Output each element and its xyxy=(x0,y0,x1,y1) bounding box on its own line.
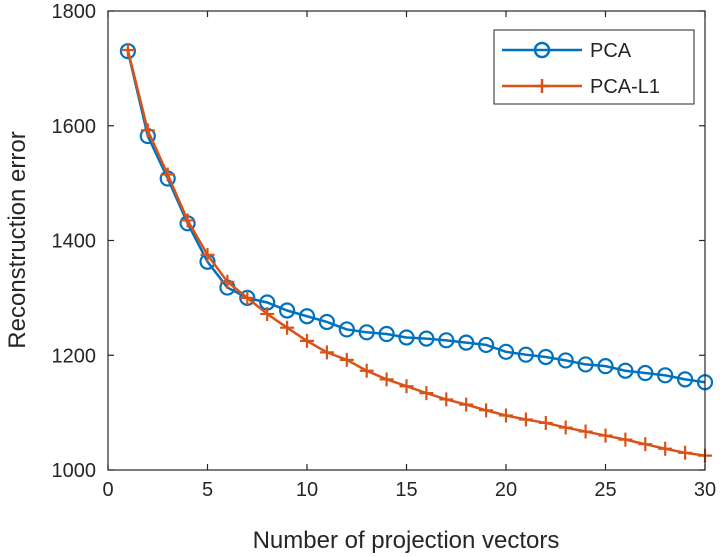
point-pca-l1 xyxy=(359,363,374,378)
point-pca xyxy=(517,346,535,363)
point-pca xyxy=(358,324,375,341)
y-tick-label: 1000 xyxy=(52,460,97,482)
point-pca xyxy=(418,330,435,347)
point-pca-l1 xyxy=(240,290,255,305)
legend-label-pca: PCA xyxy=(590,40,632,62)
point-pca-l1 xyxy=(518,412,533,427)
ticks-layer: 0 5 10 15 20 25 30 1000 1200 1400 1600 1800 xyxy=(52,1,717,501)
point-pca xyxy=(637,364,654,382)
legend-box xyxy=(493,29,695,105)
point-pca-l1 xyxy=(578,424,593,439)
point-pca xyxy=(597,358,614,375)
point-pca xyxy=(537,348,554,366)
legend-marker-pca-l1 xyxy=(535,79,549,93)
y-tick-label: 1600 xyxy=(52,116,97,138)
point-pca-l1 xyxy=(459,397,474,412)
point-pca xyxy=(338,321,355,338)
legend: PCA PCA-L1 xyxy=(493,29,695,105)
point-pca xyxy=(458,334,475,351)
x-tick-label: 10 xyxy=(296,479,318,501)
point-pca xyxy=(617,362,634,379)
point-pca-l1 xyxy=(339,352,354,367)
x-tick-label: 0 xyxy=(102,479,113,501)
point-pca-l1 xyxy=(260,306,275,321)
y-tick-label: 1200 xyxy=(52,345,97,367)
point-pca-l1 xyxy=(538,415,553,430)
point-pca-l1 xyxy=(220,274,235,289)
point-pca xyxy=(398,329,415,346)
legend-marker-pca xyxy=(533,41,551,59)
point-pca-l1 xyxy=(280,320,295,335)
point-pca-l1 xyxy=(558,420,573,435)
point-pca-l1 xyxy=(140,123,155,138)
point-pca-l1 xyxy=(399,379,414,394)
point-pca-l1 xyxy=(638,437,653,452)
series-layer xyxy=(119,43,714,463)
point-pca xyxy=(378,325,395,343)
point-pca-l1 xyxy=(300,333,314,348)
point-pca xyxy=(577,356,594,373)
point-pca-l1 xyxy=(379,372,394,387)
point-pca-l1 xyxy=(160,167,175,182)
point-pca-l1 xyxy=(678,445,693,460)
point-pca xyxy=(318,313,335,331)
point-pca xyxy=(497,343,515,360)
point-pca-l1 xyxy=(499,408,513,423)
point-pca-l1 xyxy=(200,247,215,262)
point-pca xyxy=(478,336,495,354)
y-tick-label: 1400 xyxy=(52,231,97,253)
point-pca-l1 xyxy=(479,403,494,418)
point-pca xyxy=(676,371,694,388)
point-pca-l1 xyxy=(319,345,334,360)
point-pca xyxy=(279,302,296,319)
legend-label-pca-l1: PCA-L1 xyxy=(590,76,660,98)
x-tick-label: 30 xyxy=(694,479,716,501)
point-pca-l1 xyxy=(618,432,633,447)
point-pca xyxy=(298,308,316,325)
point-pca-l1 xyxy=(120,43,135,58)
point-pca xyxy=(438,332,455,349)
point-pca xyxy=(557,352,574,369)
x-tick-label: 20 xyxy=(495,479,517,501)
point-pca-l1 xyxy=(180,213,195,228)
point-pca-l1 xyxy=(439,392,454,407)
y-axis-label: Reconstruction error xyxy=(4,131,31,348)
y-tick-label: 1800 xyxy=(52,1,97,23)
point-pca-l1 xyxy=(598,428,613,443)
point-pca xyxy=(657,367,674,384)
x-axis-label: Number of projection vectors xyxy=(253,527,560,554)
x-tick-label: 25 xyxy=(594,479,616,501)
series-line-pca xyxy=(126,50,706,384)
point-pca-l1 xyxy=(419,386,434,401)
x-tick-label: 15 xyxy=(395,479,417,501)
x-tick-label: 5 xyxy=(202,479,213,501)
point-pca-l1 xyxy=(658,441,673,456)
